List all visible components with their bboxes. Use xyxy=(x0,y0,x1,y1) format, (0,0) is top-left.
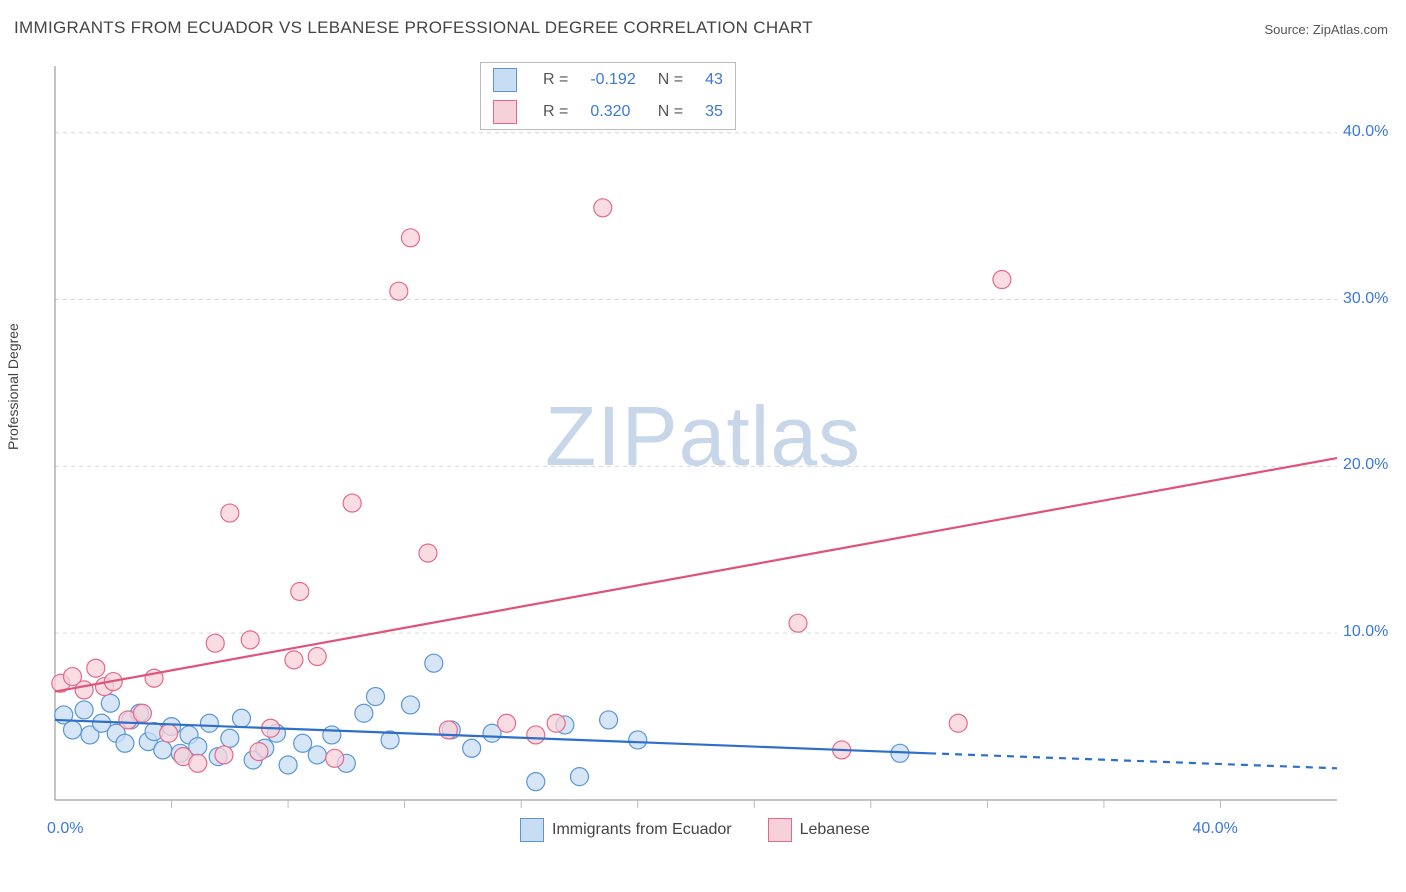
y-tick-label: 10.0% xyxy=(1343,623,1388,641)
legend-swatch xyxy=(768,818,792,842)
y-tick-label: 40.0% xyxy=(1343,123,1388,141)
legend-r-value: -0.192 xyxy=(580,65,645,95)
chart-title: IMMIGRANTS FROM ECUADOR VS LEBANESE PROF… xyxy=(14,18,813,38)
x-tick-label: 0.0% xyxy=(47,820,83,838)
series-legend: Immigrants from Ecuador Lebanese xyxy=(520,818,870,842)
legend-n-value: 35 xyxy=(695,97,733,127)
legend-n-value: 43 xyxy=(695,65,733,95)
source-attribution: Source: ZipAtlas.com xyxy=(1264,22,1388,37)
y-axis-label: Professional Degree xyxy=(5,323,21,450)
legend-item: Lebanese xyxy=(768,818,870,842)
legend-n-label: N = xyxy=(648,97,693,127)
legend-item: Immigrants from Ecuador xyxy=(520,818,732,842)
scatter-plot xyxy=(49,60,1387,840)
correlation-legend: R =-0.192N =43 R =0.320N =35 xyxy=(480,62,736,130)
legend-swatch xyxy=(493,100,517,124)
legend-label: Immigrants from Ecuador xyxy=(552,821,732,838)
y-tick-label: 30.0% xyxy=(1343,290,1388,308)
legend-swatch xyxy=(493,68,517,92)
y-tick-label: 20.0% xyxy=(1343,456,1388,474)
x-tick-label: 40.0% xyxy=(1192,820,1237,838)
legend-r-label: R = xyxy=(533,97,578,127)
legend-swatch xyxy=(520,818,544,842)
legend-label: Lebanese xyxy=(800,821,870,838)
legend-n-label: N = xyxy=(648,65,693,95)
legend-r-value: 0.320 xyxy=(580,97,645,127)
legend-r-label: R = xyxy=(533,65,578,95)
